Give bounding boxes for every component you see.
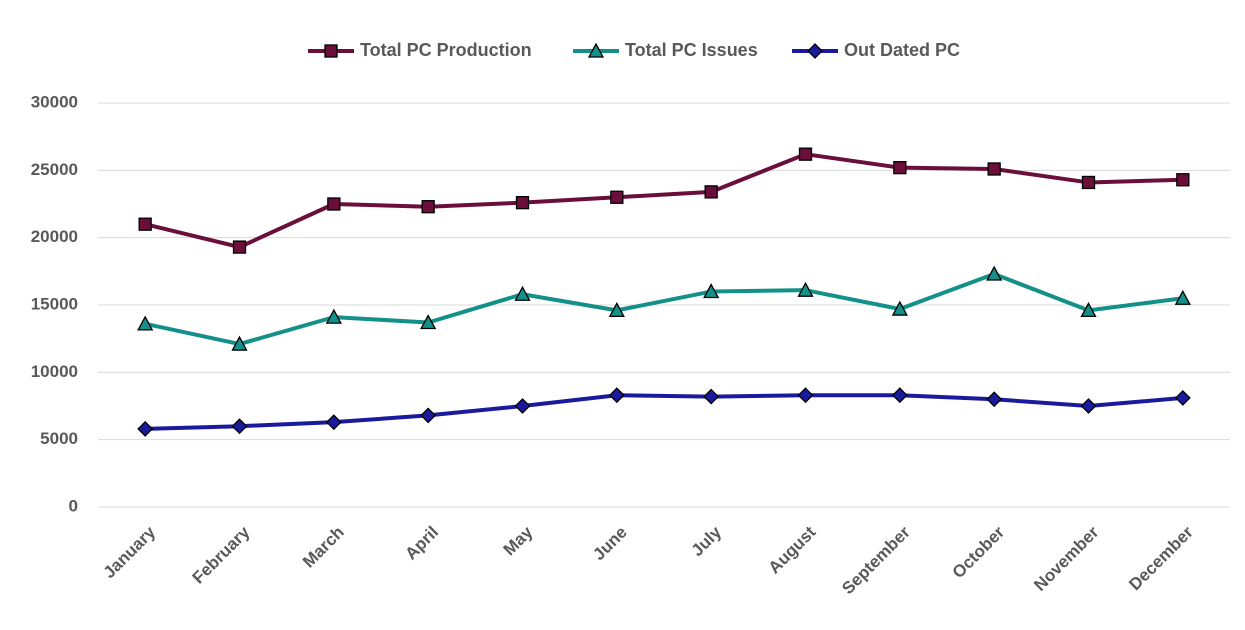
marker	[893, 160, 907, 175]
x-tick-label: August	[765, 522, 820, 577]
x-tick-label: April	[401, 523, 442, 564]
marker	[986, 391, 1003, 408]
marker	[514, 285, 531, 301]
x-tick-label: July	[688, 522, 726, 560]
marker	[703, 283, 720, 299]
legend-label: Total PC Issues	[625, 40, 758, 60]
y-tick-label: 30000	[31, 92, 78, 111]
marker	[610, 190, 624, 204]
marker	[515, 196, 530, 210]
marker	[232, 240, 247, 254]
series-line	[145, 393, 1184, 431]
x-tick-label: November	[1030, 522, 1102, 594]
marker	[1080, 302, 1097, 318]
marker	[514, 398, 531, 414]
series-line	[144, 272, 1184, 347]
y-tick-label: 5000	[40, 429, 78, 448]
marker	[797, 387, 814, 404]
marker	[797, 281, 814, 297]
marker	[986, 265, 1003, 281]
marker	[421, 200, 435, 214]
marker	[137, 315, 154, 331]
x-tick-label: June	[589, 523, 630, 564]
legend-label: Total PC Production	[360, 40, 532, 60]
marker	[1174, 390, 1191, 406]
y-tick-label: 0	[69, 496, 78, 515]
marker	[231, 335, 248, 351]
y-tick-label: 20000	[31, 227, 78, 246]
legend-marker	[324, 44, 338, 58]
legend-label: Out Dated PC	[844, 40, 960, 60]
marker	[420, 314, 437, 330]
y-tick-label: 25000	[31, 160, 78, 179]
x-tick-label: January	[100, 522, 160, 582]
marker	[420, 407, 437, 424]
marker	[891, 387, 908, 404]
x-tick-label: February	[189, 522, 254, 587]
marker	[608, 387, 625, 404]
marker	[703, 388, 720, 405]
marker	[325, 308, 342, 324]
marker	[1176, 173, 1190, 187]
x-tick-label: October	[949, 522, 1009, 582]
marker	[138, 217, 152, 231]
series-line	[144, 152, 1183, 250]
marker	[1080, 398, 1097, 414]
legend: Total PC Production Total PC Issues Out Da…	[308, 40, 960, 60]
marker	[987, 162, 1001, 176]
x-tick-label: September	[838, 522, 914, 598]
marker	[231, 418, 248, 435]
marker	[608, 302, 625, 318]
marker	[798, 147, 813, 161]
y-tick-label: 10000	[31, 362, 78, 381]
marker	[327, 197, 341, 211]
marker	[704, 185, 718, 199]
legend-marker	[807, 43, 823, 59]
y-tick-label: 15000	[31, 294, 78, 313]
x-tick-label: May	[500, 522, 537, 559]
marker	[891, 300, 908, 316]
marker	[325, 414, 342, 431]
marker	[1081, 175, 1096, 190]
x-tick-label: March	[299, 523, 348, 572]
x-tick-label: December	[1125, 522, 1197, 594]
marker	[137, 420, 154, 437]
legend-marker	[587, 42, 605, 58]
marker	[1174, 289, 1191, 305]
